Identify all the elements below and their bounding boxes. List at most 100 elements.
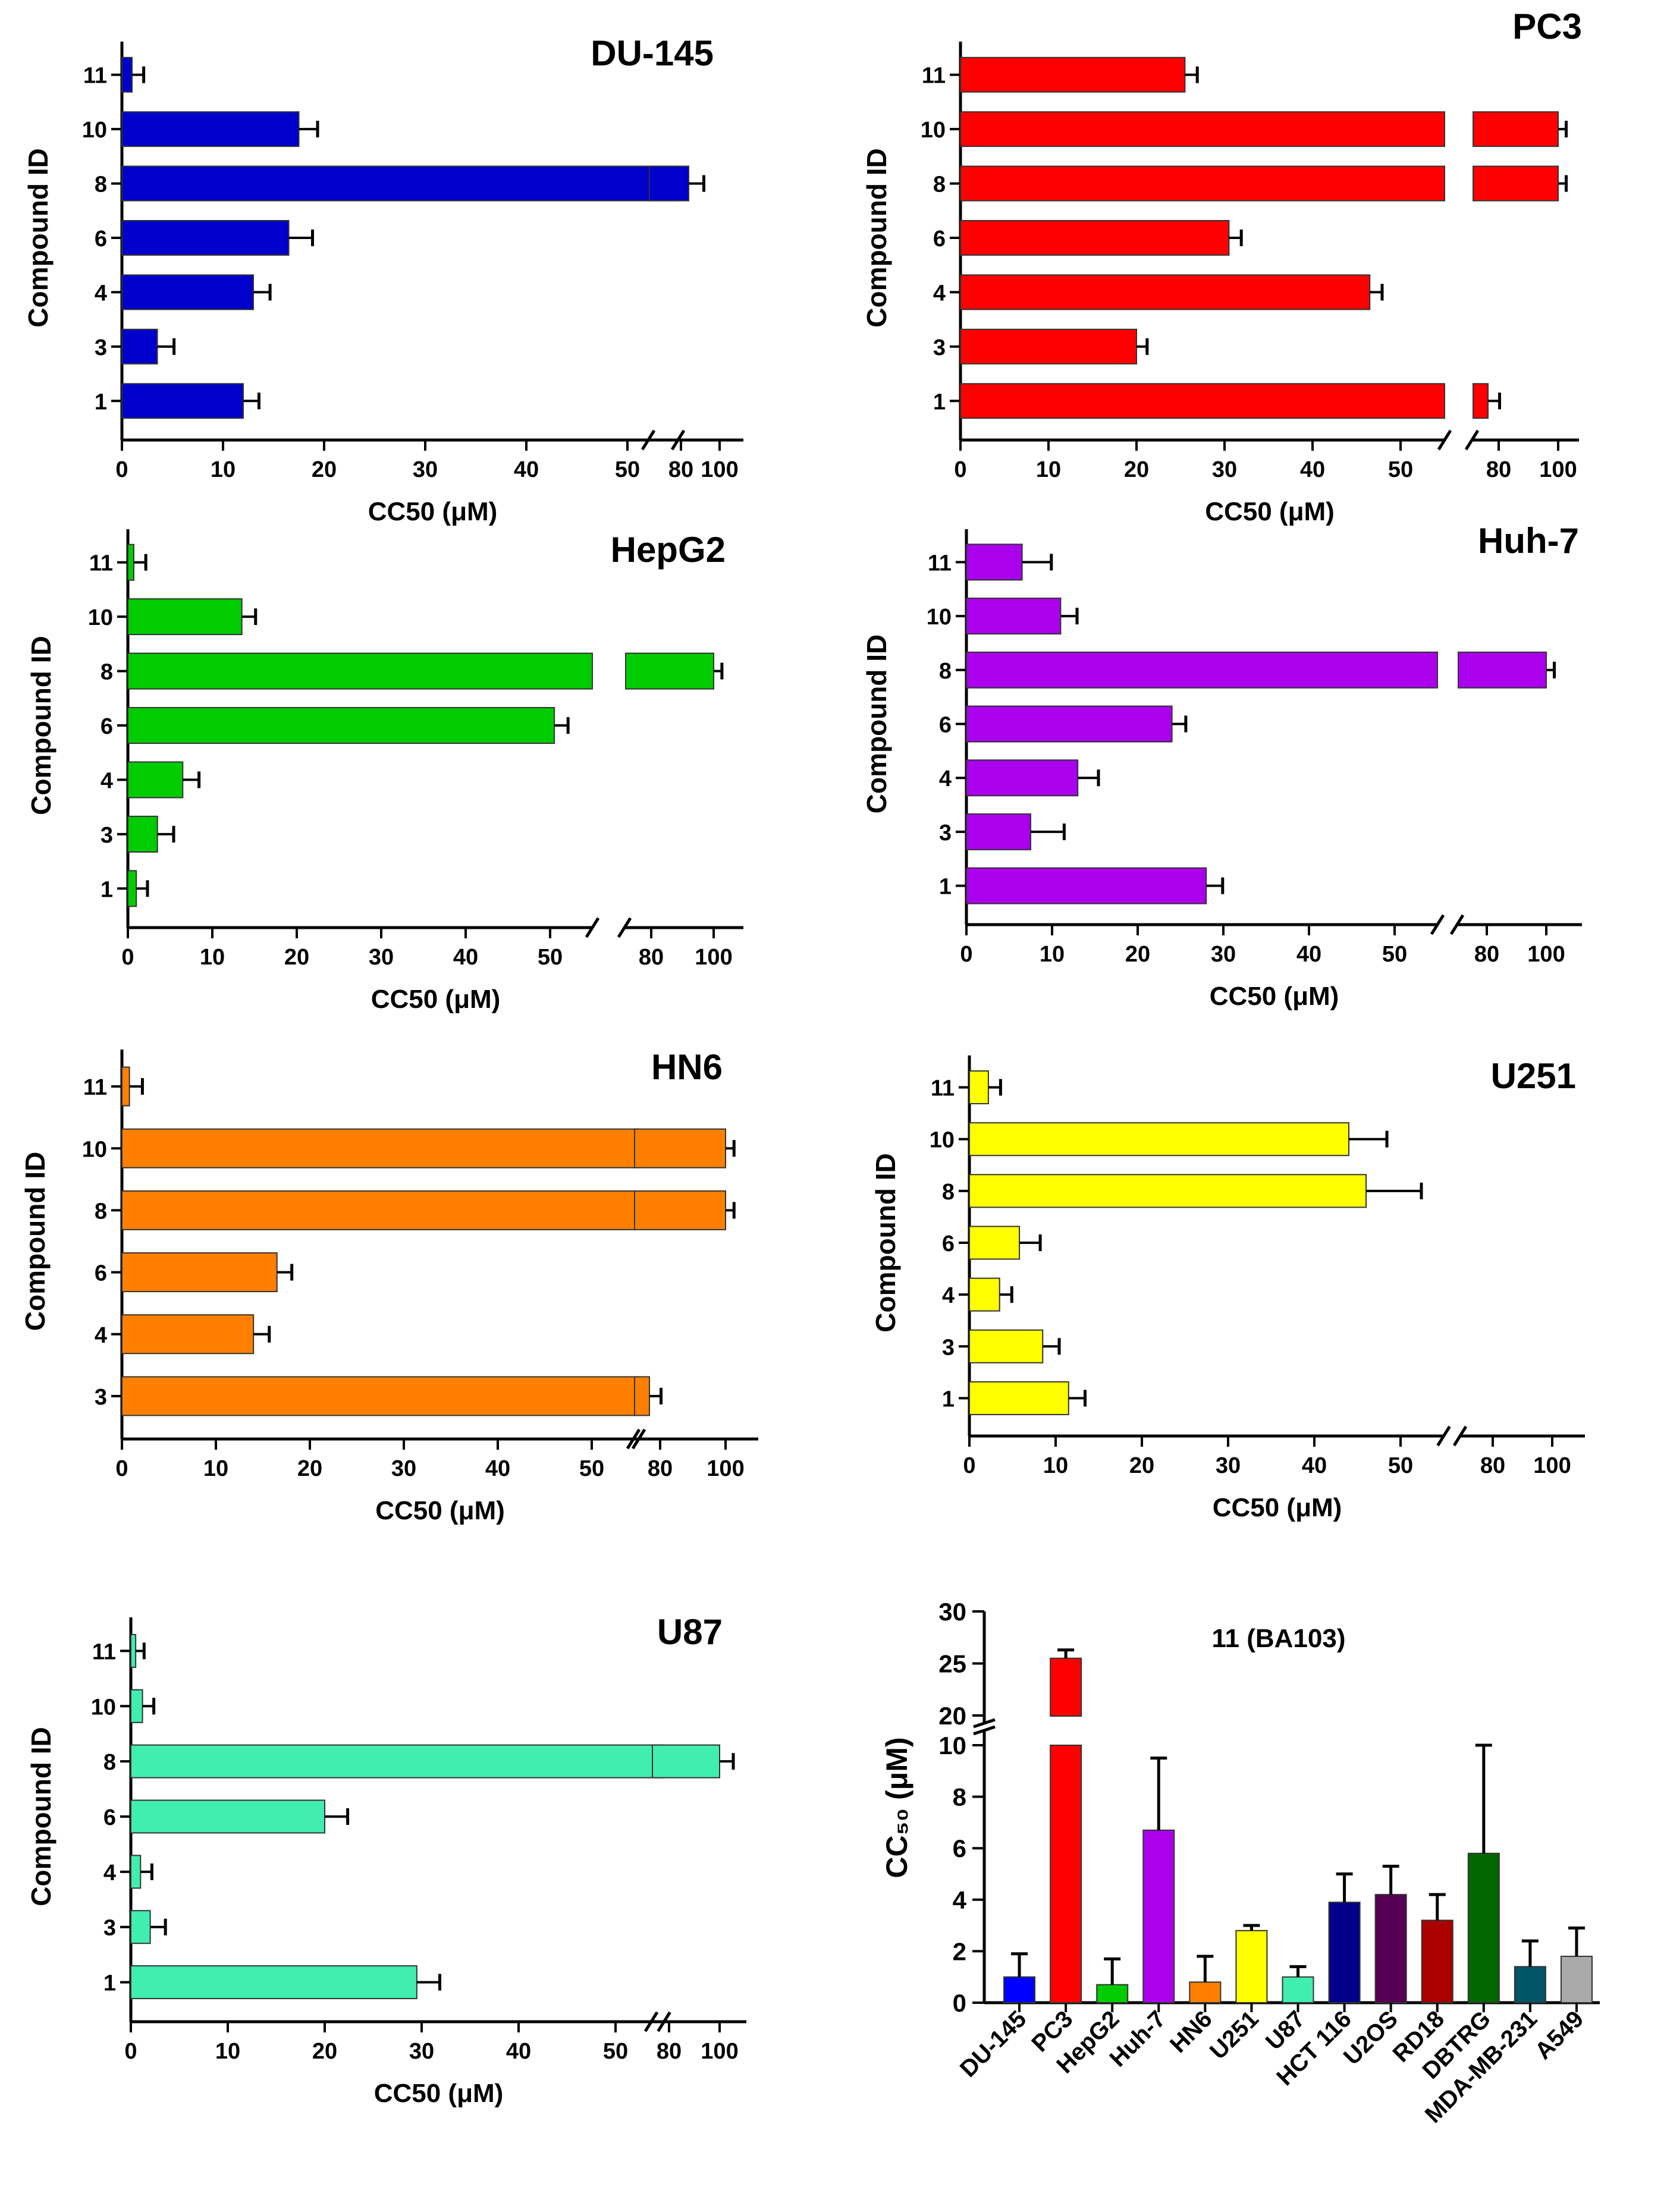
x-tick-label: 100 [701, 2039, 738, 2064]
y-tick-label: 8 [95, 1199, 107, 1224]
bar-11 [121, 1066, 130, 1107]
bar-PC3-upper [1050, 1657, 1082, 1717]
bar-4 [966, 759, 1079, 797]
bar-PC3 [1050, 1745, 1082, 2003]
x-tick-label: 50 [1382, 942, 1407, 967]
bar-8 [130, 1744, 665, 1779]
x-axis-label: CC50 (μM) [375, 1496, 505, 1525]
y-tick-label: 11 [83, 64, 107, 89]
axis-break-mark [641, 429, 656, 451]
bar-10 [121, 1128, 639, 1168]
x-tick-label: 40 [1302, 1453, 1327, 1478]
x-tick-label: 0 [115, 1456, 128, 1481]
x-tick-label: 40 [1296, 942, 1321, 967]
x-tick-label: 40 [514, 457, 539, 482]
bar-4 [127, 761, 184, 799]
bar-4 [121, 1314, 255, 1355]
y-tick-label: 8 [939, 659, 952, 684]
y-tick-label: 4 [95, 281, 107, 306]
x-tick-label: 10 [1043, 1453, 1068, 1478]
x-tick-label: 100 [701, 457, 738, 482]
x-tick-label: 50 [579, 1456, 604, 1481]
x-tick-label: 100 [1533, 1453, 1571, 1478]
axis-break-mark [1464, 429, 1480, 451]
chart-title: Huh-7 [1478, 521, 1579, 561]
bar-6 [130, 1799, 325, 1834]
y-tick-label: 3 [933, 335, 946, 360]
bar-8 [121, 165, 679, 202]
x-tick-label: 30 [413, 457, 438, 482]
x-tick-label: 100 [1539, 457, 1577, 482]
x-tick-label: 20 [1125, 942, 1150, 967]
bar-3 [121, 1376, 639, 1416]
bar-10 [121, 111, 300, 147]
y-tick-label: 4 [101, 768, 113, 793]
bar-1 [960, 383, 1445, 419]
chart-title: U87 [657, 1612, 723, 1652]
x-axis-label: CC50 (μM) [368, 497, 498, 526]
bar-11 [969, 1070, 989, 1105]
x-tick-label: 80 [657, 2039, 682, 2064]
axis-break-mark [670, 429, 686, 451]
x-axis-label: CC50 (μM) [1213, 1493, 1342, 1522]
y-tick-label: 2 [953, 1937, 966, 1965]
y-tick-label: 3 [95, 1385, 107, 1410]
y-tick-label: 10 [921, 118, 946, 143]
x-tick-label: DU-145 [955, 2006, 1032, 2082]
y-tick-label: 1 [933, 389, 946, 414]
bar-1 [127, 870, 137, 907]
bar-11 [121, 56, 133, 93]
bar-HN6 [1189, 1981, 1222, 2004]
x-tick-label: 0 [960, 942, 972, 967]
bar-6 [969, 1226, 1021, 1260]
bar-8 [127, 652, 593, 690]
bar-11 [130, 1633, 137, 1668]
bar-10 [969, 1122, 1349, 1157]
x-tick-label: 50 [603, 2039, 628, 2064]
bar-Huh-7 [1142, 1829, 1175, 2003]
bar-4 [969, 1277, 1000, 1312]
y-tick-label: 4 [95, 1323, 107, 1348]
bar-DBTRG [1467, 1852, 1500, 2004]
y-tick-label: 10 [88, 605, 113, 630]
y-axis-label: Compound ID [861, 148, 892, 328]
bar-10 [127, 598, 243, 636]
y-tick-label: 4 [953, 1886, 967, 1914]
y-axis-label: Compound ID [861, 634, 892, 814]
x-axis-label: CC50 (μM) [371, 985, 501, 1014]
y-tick-label: 6 [95, 227, 107, 252]
y-tick-label: 3 [103, 1916, 116, 1941]
bar-1 [966, 867, 1207, 904]
bar-6 [127, 707, 555, 744]
y-tick-label: 6 [933, 227, 946, 252]
y-axis-label: Compound ID [870, 1153, 901, 1333]
axis-break-mark [626, 1428, 641, 1450]
bar-3-upper [634, 1376, 650, 1416]
bar-3 [121, 328, 158, 365]
y-tick-label: 6 [103, 1805, 116, 1830]
bar-A549 [1560, 1956, 1593, 2004]
y-tick-label: 3 [95, 335, 107, 360]
y-axis-label: Compound ID [23, 148, 54, 328]
y-tick-label: 4 [933, 281, 946, 306]
x-tick-label: 40 [1300, 457, 1325, 482]
axis-break-mark [1430, 914, 1445, 935]
y-tick-label: 1 [942, 1387, 955, 1412]
x-axis-label: CC50 (μM) [1205, 497, 1335, 526]
bar-8-upper [1458, 651, 1547, 689]
bar-HepG2 [1096, 1984, 1129, 2003]
y-tick-label: 10 [82, 118, 107, 143]
axis-break-mark [1452, 1425, 1468, 1447]
y-tick-label: 8 [933, 172, 946, 197]
bar-8-upper [625, 652, 714, 690]
y-tick-label: 6 [942, 1231, 955, 1256]
y-tick-label: 1 [95, 389, 107, 414]
x-tick-label: 0 [124, 2039, 137, 2064]
x-tick-label: 100 [695, 945, 732, 970]
bar-1 [969, 1381, 1069, 1415]
x-tick-label: 80 [648, 1456, 673, 1481]
bar-4 [130, 1855, 142, 1889]
